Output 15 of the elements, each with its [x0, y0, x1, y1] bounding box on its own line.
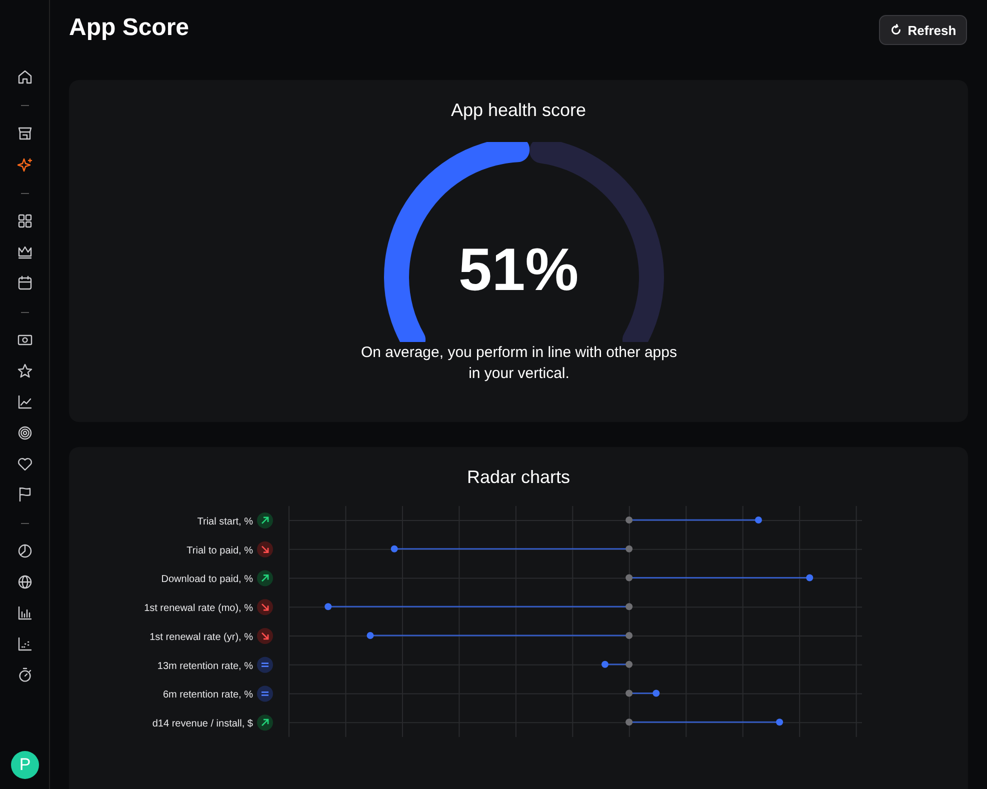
- y-tick-label: 13m retention rate, %: [157, 660, 254, 672]
- text: Refresh: [908, 22, 956, 38]
- y-tick-label: Trial start, %: [197, 516, 254, 528]
- chart-title: App health score: [450, 100, 588, 121]
- text: App Score: [69, 14, 190, 42]
- text: P: [11, 751, 39, 779]
- y-tick-label: Download to paid, %: [161, 574, 254, 586]
- y-tick-label: d14 revenue / install, $: [152, 718, 254, 730]
- y-tick-label: 6m retention rate, %: [162, 690, 254, 701]
- text: On average, you perform in line with other apps in your vertical.: [360, 343, 678, 384]
- chart-title: Radar charts: [466, 467, 572, 488]
- y-tick-label: 1st renewal rate (yr), %: [150, 632, 254, 643]
- data-label: 51%: [457, 235, 580, 304]
- y-tick-label: 1st renewal rate (mo), %: [144, 603, 254, 614]
- y-tick-label: Trial to paid, %: [186, 545, 254, 556]
